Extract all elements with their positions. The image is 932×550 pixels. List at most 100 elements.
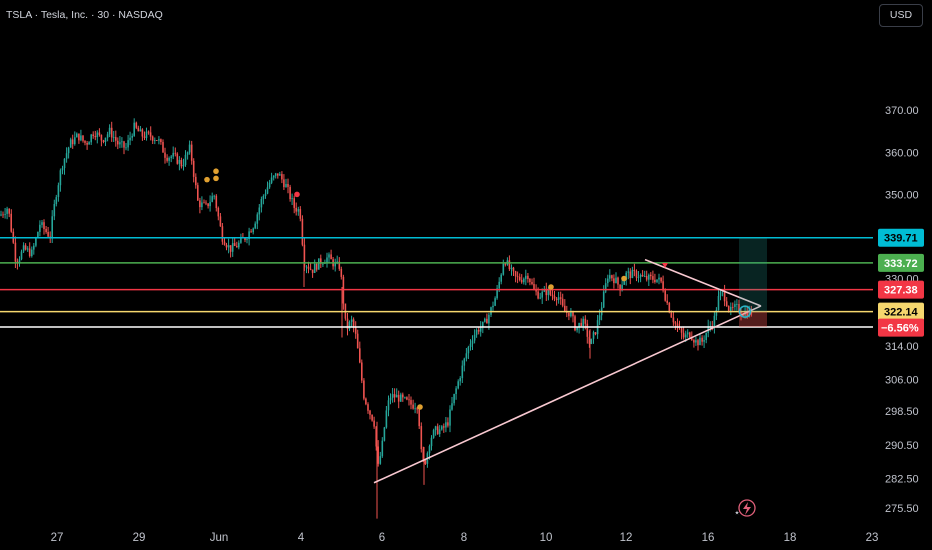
candle-body bbox=[607, 278, 609, 284]
candle-body bbox=[668, 302, 671, 313]
candle-body bbox=[482, 321, 484, 328]
candle-body bbox=[98, 132, 101, 135]
level-label-bg-green bbox=[878, 253, 924, 272]
candle-body bbox=[110, 127, 113, 138]
x-tick-label: 23 bbox=[866, 532, 879, 544]
level-label-yellow: 322.14 bbox=[884, 307, 919, 319]
candle-body bbox=[742, 314, 744, 316]
candle-body bbox=[613, 278, 615, 284]
level-label-cyan: 339.71 bbox=[884, 233, 918, 245]
candle-body bbox=[272, 175, 275, 178]
signal-dot-marker bbox=[417, 404, 423, 410]
candle-body bbox=[748, 309, 750, 317]
candle-body bbox=[531, 282, 533, 284]
candle-body bbox=[63, 158, 66, 169]
candle-body bbox=[178, 160, 181, 164]
candle-body bbox=[397, 394, 400, 402]
candle-body bbox=[65, 153, 68, 159]
candle-body bbox=[395, 394, 398, 398]
candle-body bbox=[78, 133, 80, 141]
candle-body bbox=[424, 460, 427, 464]
candle-body bbox=[281, 174, 283, 180]
candle-body bbox=[570, 312, 572, 317]
candle-body bbox=[190, 144, 193, 161]
candle-body bbox=[0, 214, 2, 216]
candle-body bbox=[564, 305, 566, 313]
candle-body bbox=[664, 290, 666, 301]
candle-body bbox=[69, 139, 72, 148]
candle-body bbox=[285, 184, 287, 188]
candle-body bbox=[240, 237, 242, 243]
candle-body bbox=[453, 393, 455, 404]
candle-body bbox=[229, 245, 232, 252]
candle-body bbox=[547, 289, 550, 296]
candle-body bbox=[523, 278, 525, 283]
candle-body bbox=[674, 322, 677, 324]
candle-body bbox=[545, 288, 548, 296]
candle-body bbox=[147, 131, 150, 133]
candle-body bbox=[143, 136, 146, 138]
candle-body bbox=[365, 398, 367, 405]
currency-button[interactable]: USD bbox=[879, 4, 923, 27]
candle-body bbox=[633, 269, 636, 272]
candle-body bbox=[67, 147, 70, 154]
candle-body bbox=[416, 408, 418, 410]
candle-body bbox=[207, 203, 209, 207]
candle-body bbox=[393, 394, 396, 398]
candle-body bbox=[71, 139, 74, 145]
candle-body bbox=[377, 446, 379, 464]
candle-body bbox=[326, 257, 328, 263]
candle-body bbox=[559, 297, 562, 299]
candle-body bbox=[389, 397, 392, 401]
candle-body bbox=[180, 160, 183, 167]
y-tick-label: 370.00 bbox=[885, 105, 919, 117]
y-tick-label: 350.00 bbox=[885, 189, 919, 201]
candle-body bbox=[691, 337, 693, 341]
candle-body bbox=[643, 276, 646, 277]
candle-body bbox=[41, 222, 43, 225]
candle-body bbox=[699, 337, 701, 346]
candle-body bbox=[504, 263, 507, 265]
candle-body bbox=[293, 198, 295, 208]
candle-body bbox=[260, 199, 263, 208]
candle-body bbox=[658, 277, 660, 280]
candle-body bbox=[443, 426, 445, 428]
candle-body bbox=[684, 334, 687, 338]
candle-body bbox=[82, 135, 84, 141]
candle-body bbox=[2, 214, 4, 216]
candle-body bbox=[555, 298, 558, 300]
candle-body bbox=[318, 258, 320, 270]
candle-body bbox=[6, 208, 8, 214]
candle-body bbox=[602, 291, 605, 308]
candle-body bbox=[10, 213, 12, 232]
candle-body bbox=[248, 231, 250, 239]
candle-body bbox=[135, 122, 138, 128]
extras-layer bbox=[735, 237, 767, 517]
candle-body bbox=[738, 304, 740, 312]
candle-body bbox=[215, 195, 218, 208]
x-tick-label: 27 bbox=[51, 532, 64, 544]
candle-body bbox=[549, 289, 552, 295]
candle-body bbox=[106, 134, 109, 138]
candle-body bbox=[414, 408, 416, 410]
candle-body bbox=[361, 362, 363, 381]
candle-body bbox=[572, 312, 574, 317]
candle-body bbox=[404, 397, 406, 399]
candle-body bbox=[701, 337, 703, 342]
candle-body bbox=[174, 152, 177, 154]
x-tick-label: 8 bbox=[461, 532, 467, 544]
candle-body bbox=[455, 388, 457, 394]
candle-body bbox=[262, 196, 265, 200]
candle-body bbox=[88, 142, 90, 145]
candle-body bbox=[400, 394, 402, 402]
candle-body bbox=[356, 333, 359, 349]
y-tick-label: 275.50 bbox=[885, 503, 919, 515]
candle-body bbox=[533, 284, 535, 290]
candle-body bbox=[8, 208, 10, 214]
candle-body bbox=[367, 404, 369, 411]
candle-body bbox=[488, 314, 490, 324]
candle-body bbox=[566, 312, 568, 313]
candle-body bbox=[568, 312, 570, 317]
candle-body bbox=[53, 204, 56, 217]
